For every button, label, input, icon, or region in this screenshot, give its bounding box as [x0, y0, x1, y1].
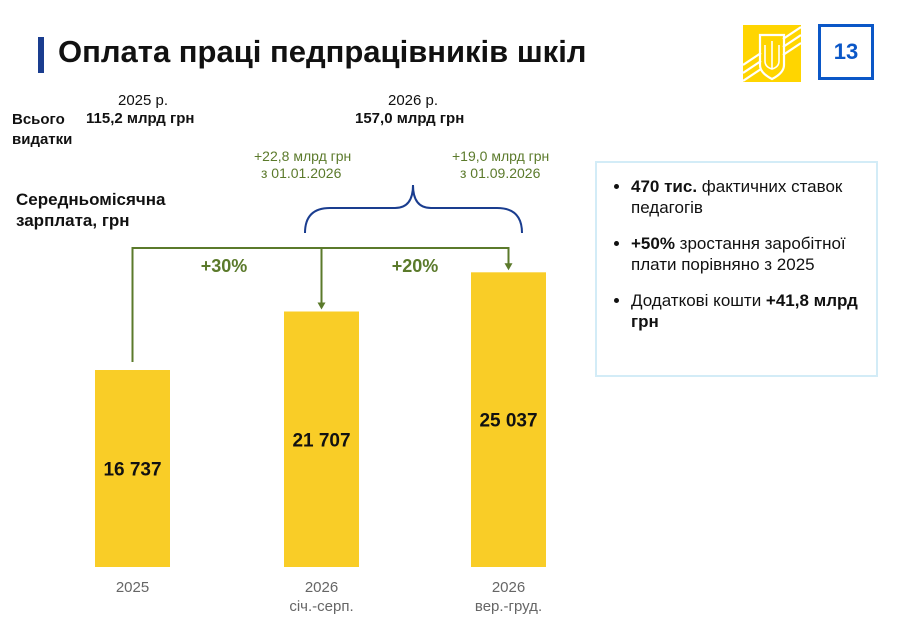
bar-value-label: 25 037 — [479, 411, 537, 432]
bar — [284, 311, 359, 567]
bar — [95, 370, 170, 567]
x-tick-label: 2026 вер.-груд. — [474, 579, 543, 615]
growth-connector — [131, 247, 510, 362]
ukraine-trident-logo — [743, 25, 801, 82]
y-axis-label: Середньомісячна зарплата, грн — [16, 190, 166, 230]
amount-2026: 157,0 млрд грн — [355, 110, 465, 127]
amount-2025: 115,2 млрд грн — [86, 110, 195, 127]
add2-amount: +19,0 млрд грн — [452, 148, 550, 164]
x-tick-label: 2025 — [115, 579, 150, 596]
year-2026: 2026 р. — [388, 92, 439, 109]
title-accent-bar — [38, 37, 44, 73]
growth-label: +30% — [201, 256, 248, 276]
total-label: Всього видатки — [12, 111, 73, 148]
bar — [471, 272, 546, 567]
bar-value-label: 16 737 — [103, 460, 161, 481]
page-title: Оплата праці педпрацівників шкіл — [58, 34, 587, 69]
add1-date: з 01.01.2026 — [261, 165, 342, 181]
info-item: 470 тис. фактичних ставок педагогів — [631, 176, 866, 218]
x-tick-label: 2026 січ.-серп. — [289, 579, 354, 615]
add1-amount: +22,8 млрд грн — [254, 148, 352, 164]
arrow-down-icon — [504, 263, 513, 271]
page-number: 13 — [818, 24, 874, 80]
growth-label: +20% — [392, 256, 439, 276]
arrow-down-icon — [317, 302, 326, 310]
add2-date: з 01.09.2026 — [460, 165, 541, 181]
brace — [304, 184, 523, 234]
year-2025: 2025 р. — [118, 92, 169, 109]
bar-value-label: 21 707 — [292, 430, 350, 451]
info-item: +50% зростання заробітної плати порівнян… — [631, 233, 866, 275]
info-box: 470 тис. фактичних ставок педагогів +50%… — [595, 161, 878, 377]
info-item: Додаткові кошти +41,8 млрд грн — [631, 290, 866, 332]
